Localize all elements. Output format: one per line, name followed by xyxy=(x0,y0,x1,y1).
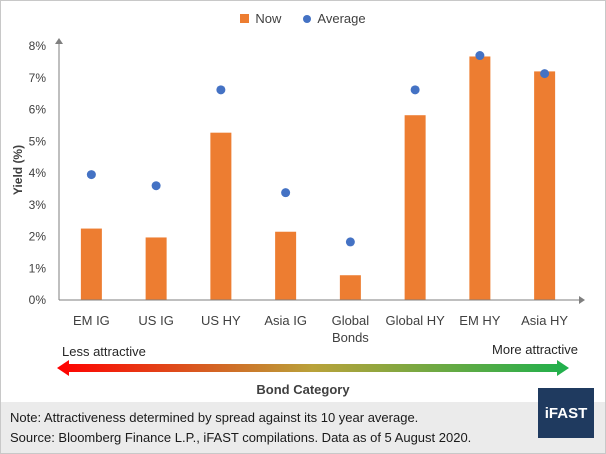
legend-swatch-now xyxy=(240,14,250,23)
x-axis-title: Bond Category xyxy=(256,382,350,397)
bar-now xyxy=(275,231,297,300)
more-attractive-label: More attractive xyxy=(492,342,578,357)
y-tick-label: 7% xyxy=(29,71,47,85)
x-category-label: Global HY xyxy=(386,313,446,328)
y-tick-label: 2% xyxy=(29,230,47,244)
legend-label-now: Now xyxy=(255,11,282,26)
footer: Note: Attractiveness determined by sprea… xyxy=(1,402,605,453)
y-tick-label: 1% xyxy=(29,261,47,275)
y-tick-label: 8% xyxy=(29,39,47,53)
footer-source: Source: Bloomberg Finance L.P., iFAST co… xyxy=(10,430,472,445)
dot-average xyxy=(86,170,96,180)
bar-now xyxy=(469,56,491,300)
legend-item-now: Now xyxy=(240,11,281,26)
y-tick-label: 5% xyxy=(29,134,47,148)
dot-average xyxy=(540,69,550,79)
dot-average xyxy=(281,188,291,198)
x-category-label: Global xyxy=(332,313,370,328)
legend-item-average: Average xyxy=(303,11,366,26)
x-category-label: Asia HY xyxy=(521,313,568,328)
ifast-logo: iFAST xyxy=(538,388,594,438)
y-tick-label: 3% xyxy=(29,198,47,212)
bar-now xyxy=(534,71,556,301)
x-category-label: Bonds xyxy=(332,330,369,345)
bar-now xyxy=(80,228,102,300)
dot-average xyxy=(151,181,161,191)
legend-label-average: Average xyxy=(317,11,366,26)
y-tick-label: 4% xyxy=(29,166,47,180)
x-category-label: US IG xyxy=(138,313,173,328)
x-axis-arrowhead xyxy=(579,296,585,304)
dot-average xyxy=(216,85,226,95)
y-tick-label: 0% xyxy=(29,293,47,307)
x-category-label: EM HY xyxy=(459,313,501,328)
chart-plot: 0% 1% 2% 3% 4% 5% 6% 7% 8% EM IG US IG US HY Asia IG… xyxy=(29,38,585,376)
legend: Now Average xyxy=(0,11,606,26)
dot-average xyxy=(410,85,420,95)
dot-average xyxy=(345,237,355,247)
attractiveness-arrow xyxy=(57,360,569,376)
footer-note: Note: Attractiveness determined by sprea… xyxy=(10,410,419,425)
y-tick-label: 6% xyxy=(29,103,47,117)
less-attractive-label: Less attractive xyxy=(62,344,146,359)
bar-now xyxy=(145,237,167,300)
x-category-label: EM IG xyxy=(73,313,110,328)
bar-now xyxy=(339,275,361,300)
x-category-label: Asia IG xyxy=(264,313,307,328)
legend-swatch-average xyxy=(303,14,312,23)
y-axis-arrowhead xyxy=(55,38,63,44)
bar-now xyxy=(404,115,426,300)
bar-now xyxy=(210,132,232,300)
dot-average xyxy=(475,51,485,61)
x-category-label: US HY xyxy=(201,313,241,328)
